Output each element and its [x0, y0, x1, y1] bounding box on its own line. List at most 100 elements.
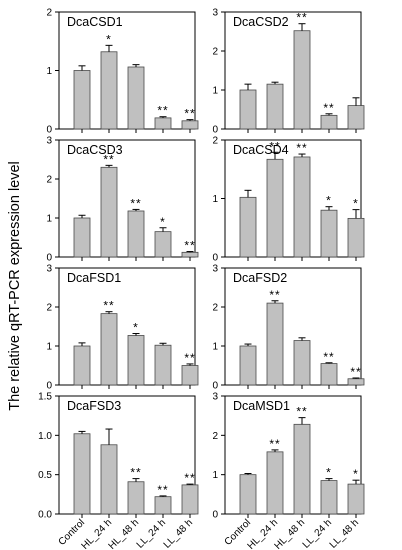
- bar: [320, 114, 338, 130]
- y-tick-label: 1: [212, 86, 218, 97]
- bar: [127, 481, 145, 515]
- y-axis-label: The relative qRT-PCR expression level: [7, 161, 23, 411]
- bar: [239, 345, 257, 386]
- panel-title: DcaFSD1: [67, 271, 121, 285]
- significance-mark: *: [326, 466, 332, 480]
- bar: [127, 210, 145, 258]
- y-tick-label: 2: [212, 47, 218, 58]
- bar: [154, 231, 172, 258]
- significance-mark: **: [157, 483, 168, 497]
- panel-frame: [58, 267, 196, 386]
- bar: [347, 378, 365, 386]
- significance-mark: **: [296, 405, 307, 419]
- bar: [181, 251, 199, 258]
- panel-title: DcaCSD2: [233, 15, 289, 29]
- bar: [154, 344, 172, 386]
- bar: [320, 480, 338, 515]
- panel-title: DcaCSD3: [67, 143, 123, 157]
- bar: [73, 345, 91, 386]
- y-tick-label: 2: [46, 303, 52, 314]
- y-tick-label: 3: [46, 136, 52, 147]
- bar: [293, 340, 311, 386]
- y-tick-label: 3: [212, 8, 218, 19]
- bar: [293, 423, 311, 515]
- bar: [154, 117, 172, 130]
- significance-mark: *: [353, 467, 359, 481]
- significance-mark: **: [184, 351, 195, 365]
- significance-mark: **: [323, 350, 334, 364]
- y-tick-label: 0.5: [38, 470, 52, 481]
- bar: [100, 444, 118, 515]
- bar: [347, 105, 365, 130]
- y-tick-label: 1.5: [38, 392, 52, 403]
- y-tick-label: 2: [46, 8, 52, 19]
- y-tick-label: 0: [46, 125, 52, 136]
- x-tick-label: LL_48 h: [162, 517, 195, 550]
- y-tick-label: 2: [212, 431, 218, 442]
- y-tick-label: 0: [46, 381, 52, 392]
- significance-mark: **: [296, 141, 307, 155]
- bar: [347, 217, 365, 258]
- bar: [127, 66, 145, 130]
- bar: [266, 158, 284, 258]
- significance-mark: *: [353, 197, 359, 211]
- significance-mark: **: [130, 466, 141, 480]
- y-tick-label: 0: [46, 253, 52, 264]
- y-tick-label: 3: [212, 264, 218, 275]
- bar: [73, 217, 91, 258]
- y-tick-label: 2: [46, 175, 52, 186]
- panel-frame: [58, 139, 196, 258]
- y-tick-label: 0: [212, 253, 218, 264]
- bar: [100, 51, 118, 130]
- panel-dcacsd2: DcaCSD2 0 1 2 3 ** **: [212, 8, 365, 136]
- significance-mark: **: [269, 288, 280, 302]
- bar: [73, 70, 91, 130]
- y-tick-label: 0.0: [38, 510, 52, 521]
- bar: [266, 83, 284, 130]
- panel-frame: [58, 395, 196, 515]
- significance-mark: **: [323, 101, 334, 115]
- panel-frame: [224, 267, 362, 386]
- bar: [293, 156, 311, 258]
- bar: [239, 474, 257, 515]
- bar: [100, 166, 118, 258]
- bar: [100, 313, 118, 386]
- y-tick-label: 3: [46, 264, 52, 275]
- bar: [239, 196, 257, 258]
- y-tick-label: 1: [212, 342, 218, 353]
- bar: [266, 302, 284, 386]
- significance-mark: *: [160, 215, 166, 229]
- significance-mark: **: [269, 139, 280, 153]
- y-tick-label: 0: [212, 125, 218, 136]
- significance-mark: **: [103, 152, 114, 166]
- significance-mark: **: [157, 104, 168, 118]
- x-tick-label: LL_48 h: [328, 517, 361, 550]
- y-tick-label: 0: [212, 381, 218, 392]
- panel-title: DcaMSD1: [233, 399, 290, 413]
- significance-mark: *: [326, 194, 332, 208]
- significance-mark: *: [133, 321, 139, 335]
- panel-title: DcaFSD3: [67, 399, 121, 413]
- panel-title: DcaCSD1: [67, 15, 123, 29]
- bar: [73, 433, 91, 515]
- panel-frame: [224, 395, 362, 515]
- significance-mark: **: [184, 107, 195, 121]
- bar: [181, 365, 199, 386]
- y-tick-label: 1.0: [38, 431, 52, 442]
- bar: [239, 89, 257, 130]
- significance-mark: *: [106, 32, 112, 46]
- bar: [181, 120, 199, 130]
- panel-frame: [224, 11, 362, 130]
- y-tick-label: 1: [212, 470, 218, 481]
- significance-mark: **: [184, 239, 195, 253]
- bar: [293, 30, 311, 130]
- significance-mark: **: [130, 196, 141, 210]
- y-tick-label: 3: [212, 392, 218, 403]
- significance-mark: **: [296, 11, 307, 25]
- significance-mark: **: [350, 365, 361, 379]
